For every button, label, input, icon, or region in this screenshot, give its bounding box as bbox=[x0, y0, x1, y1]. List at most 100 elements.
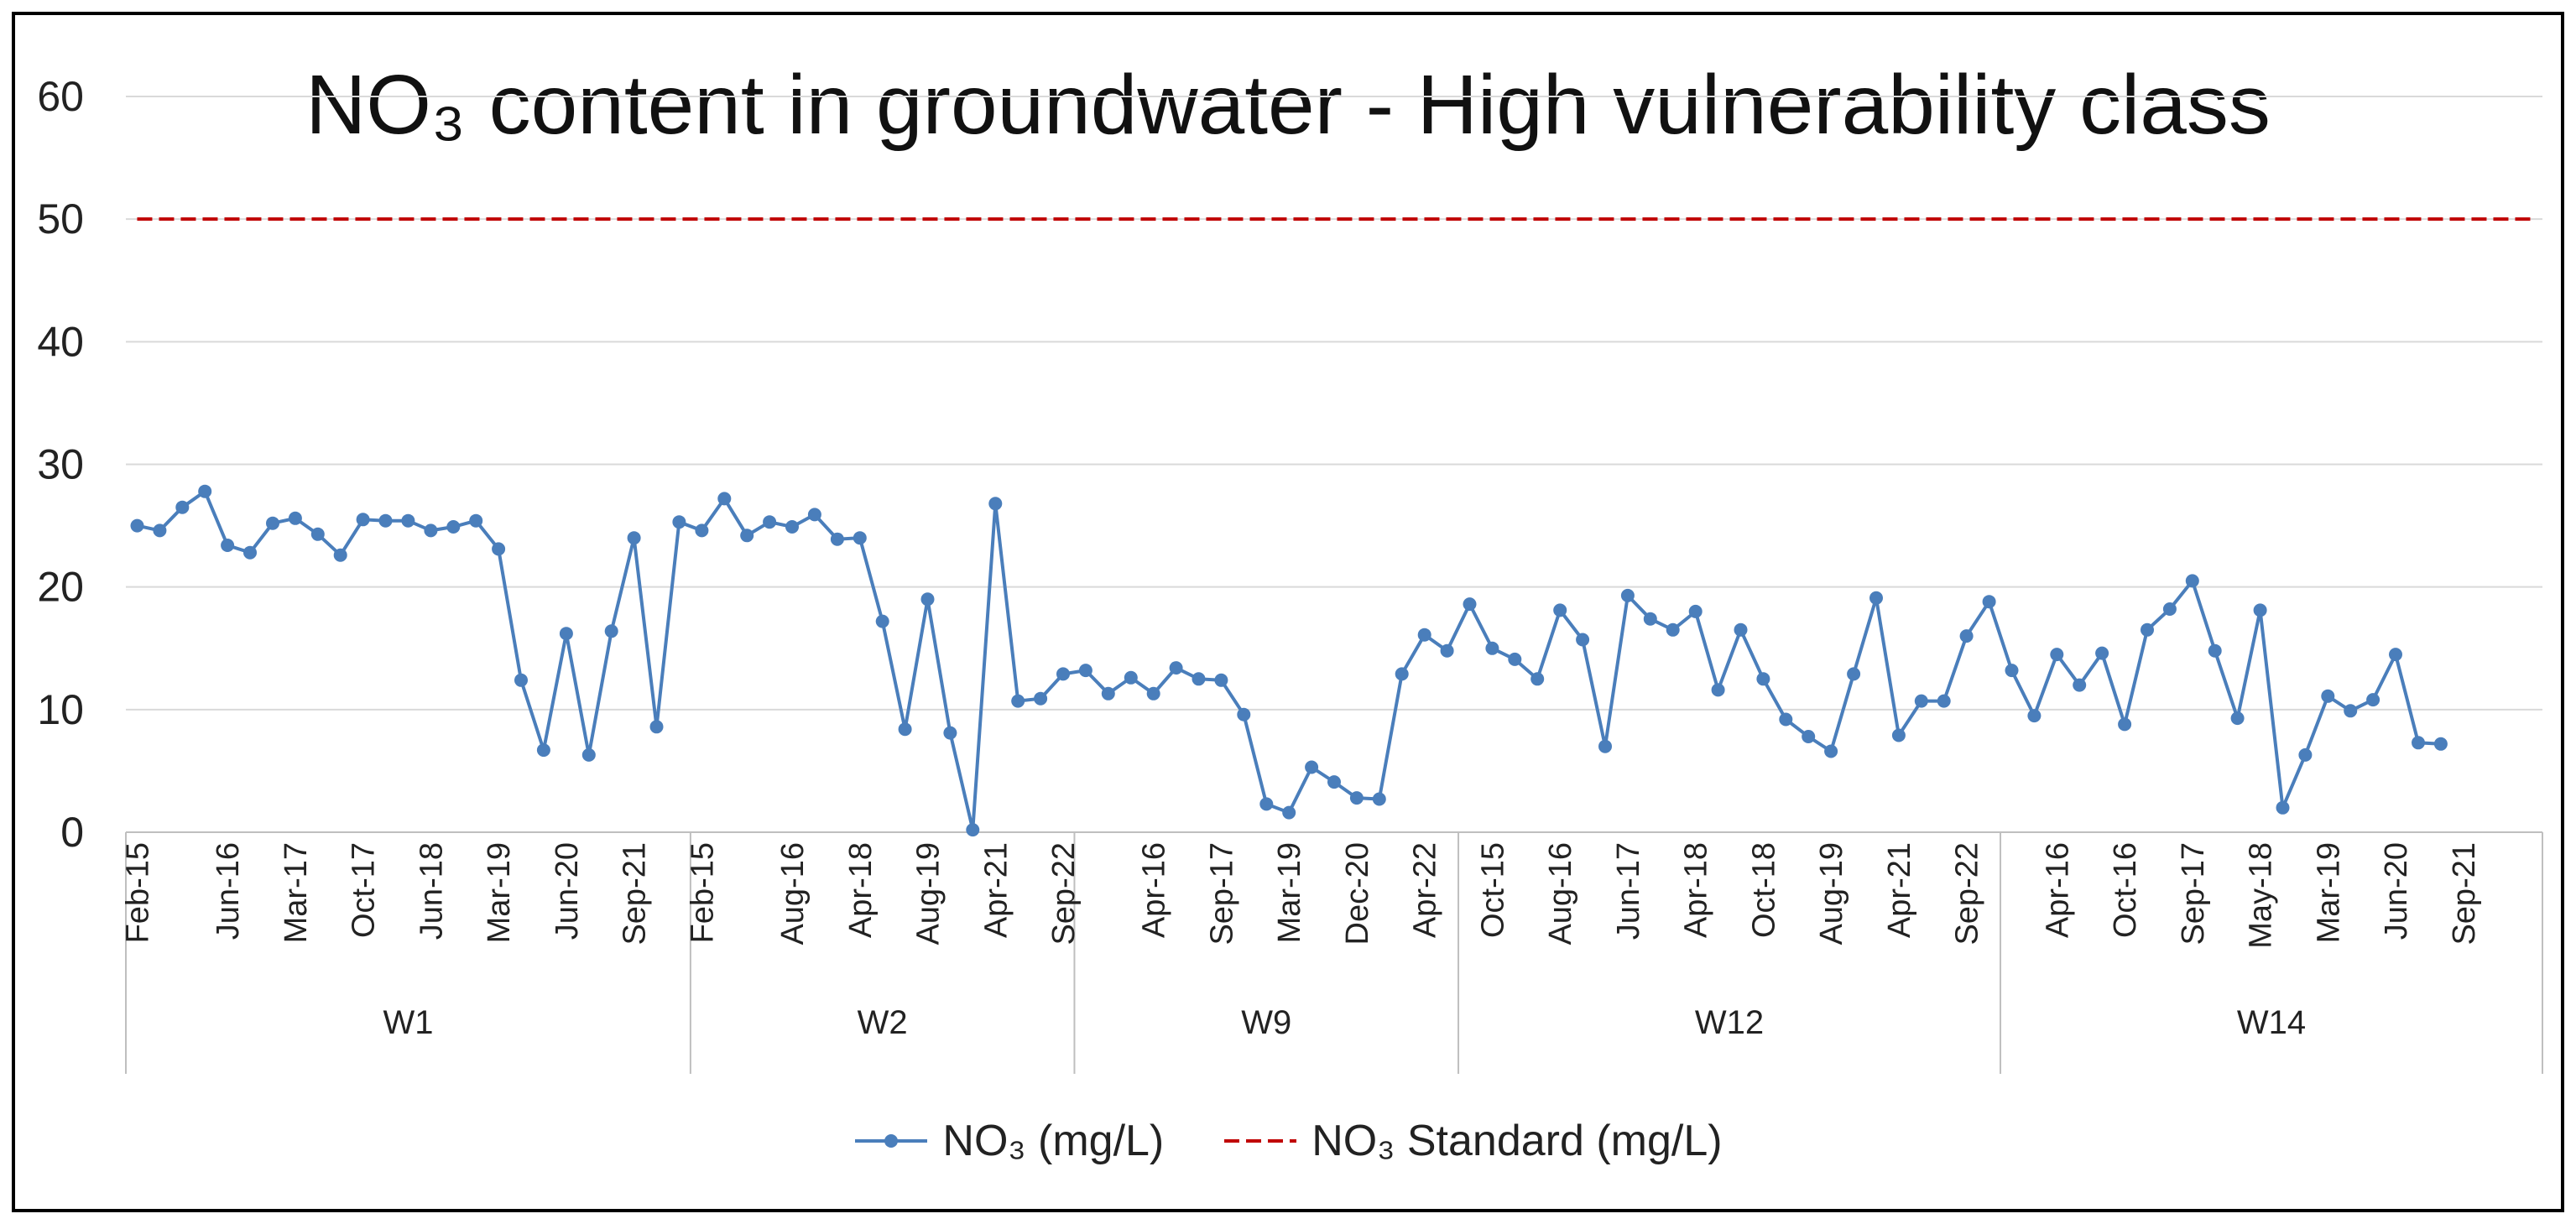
data-point bbox=[1417, 628, 1431, 642]
data-point bbox=[649, 720, 664, 734]
data-point bbox=[333, 548, 347, 562]
x-tick-label: Sep-22 bbox=[1046, 842, 1082, 945]
data-point bbox=[1802, 730, 1816, 743]
data-point bbox=[2185, 574, 2199, 588]
data-point bbox=[221, 539, 235, 552]
legend-no3-marker-icon bbox=[855, 1134, 928, 1148]
x-tick-label: Feb-15 bbox=[685, 842, 720, 943]
legend-no3-label: NO₃ (mg/L) bbox=[942, 1117, 1165, 1165]
chart-title: NO₃ content in groundwater - High vulner… bbox=[305, 58, 2271, 152]
data-point bbox=[1146, 686, 1160, 701]
data-point bbox=[966, 823, 980, 837]
data-point bbox=[627, 531, 641, 545]
y-tick-label: 50 bbox=[37, 195, 84, 242]
x-tick-label: Apr-21 bbox=[1882, 842, 1917, 938]
data-point bbox=[469, 513, 483, 528]
data-point bbox=[1056, 667, 1070, 681]
no3-series bbox=[130, 484, 2448, 837]
data-point bbox=[492, 542, 506, 556]
data-point bbox=[1463, 597, 1477, 612]
data-point bbox=[1237, 707, 1251, 721]
y-tick-label: 20 bbox=[37, 564, 84, 611]
data-point bbox=[2162, 602, 2177, 616]
data-point bbox=[559, 627, 573, 641]
data-point bbox=[2366, 693, 2380, 707]
data-point bbox=[807, 508, 821, 522]
data-point bbox=[2208, 643, 2222, 658]
data-point bbox=[1688, 604, 1703, 618]
data-point bbox=[1305, 760, 1319, 774]
data-point bbox=[1553, 603, 1567, 617]
data-point bbox=[2073, 678, 2087, 692]
data-point bbox=[853, 531, 867, 545]
data-point bbox=[1101, 686, 1115, 701]
data-point bbox=[401, 513, 415, 528]
data-point bbox=[581, 747, 596, 762]
data-point bbox=[1078, 664, 1092, 678]
group-label-w1: W1 bbox=[383, 1004, 433, 1041]
y-tick-label: 60 bbox=[37, 73, 84, 120]
chart-frame bbox=[12, 12, 2564, 1212]
data-point bbox=[1282, 805, 1296, 820]
data-point bbox=[1847, 667, 1861, 681]
data-point bbox=[717, 492, 732, 506]
data-point bbox=[378, 513, 393, 528]
data-point bbox=[243, 545, 257, 560]
data-point bbox=[2433, 737, 2448, 751]
data-point bbox=[446, 520, 461, 534]
x-tick-label: Sep-21 bbox=[618, 842, 653, 945]
x-tick-label: Apr-18 bbox=[843, 842, 879, 938]
y-axis: 0 10 20 30 40 50 60 bbox=[37, 73, 84, 856]
data-point bbox=[536, 743, 550, 758]
group-label-w2: W2 bbox=[858, 1004, 908, 1041]
data-point bbox=[153, 523, 167, 538]
data-point bbox=[310, 527, 325, 541]
data-point bbox=[1508, 652, 1522, 666]
data-point bbox=[1327, 775, 1341, 789]
data-point bbox=[1576, 633, 1590, 647]
data-point bbox=[785, 520, 799, 534]
x-tick-label: Oct-18 bbox=[1746, 842, 1781, 938]
x-tick-label: Oct-17 bbox=[347, 842, 382, 938]
data-point bbox=[1192, 672, 1206, 686]
data-point bbox=[2253, 603, 2267, 617]
x-tick-label: Aug-16 bbox=[775, 842, 811, 945]
x-tick-label: Jun-20 bbox=[2379, 842, 2414, 940]
data-point bbox=[1440, 643, 1454, 658]
data-point bbox=[875, 614, 889, 628]
legend: NO₃ (mg/L) NO₃ Standard (mg/L) bbox=[0, 1116, 2576, 1166]
x-tick-label: Mar-17 bbox=[279, 842, 314, 943]
data-point bbox=[2389, 648, 2402, 662]
data-point bbox=[2276, 800, 2290, 815]
data-point bbox=[1756, 672, 1770, 686]
data-point bbox=[2321, 689, 2335, 703]
data-point bbox=[1937, 694, 1951, 708]
legend-standard-dash-icon bbox=[1224, 1139, 1297, 1143]
x-tick-label: Jun-17 bbox=[1611, 842, 1646, 940]
data-point bbox=[898, 722, 912, 737]
x-tick-label: Apr-18 bbox=[1679, 842, 1714, 938]
y-tick-label: 40 bbox=[37, 318, 84, 365]
data-point bbox=[2298, 747, 2313, 762]
data-point bbox=[1620, 588, 1635, 602]
data-point bbox=[1824, 744, 1838, 758]
data-point bbox=[2118, 717, 2132, 732]
data-point bbox=[1779, 712, 1793, 727]
data-point bbox=[1598, 739, 1612, 753]
data-point bbox=[695, 523, 709, 538]
data-point bbox=[514, 673, 528, 687]
data-point bbox=[130, 518, 144, 533]
x-tick-label: Oct-15 bbox=[1475, 842, 1510, 938]
data-point bbox=[1259, 797, 1274, 811]
data-point bbox=[763, 515, 777, 529]
data-point bbox=[1530, 672, 1545, 686]
data-point bbox=[1869, 591, 1883, 605]
x-tick-label: Sep-21 bbox=[2447, 842, 2482, 945]
x-tick-label: Jun-20 bbox=[550, 842, 585, 940]
x-tick-label: Aug-19 bbox=[1814, 842, 1849, 945]
data-point bbox=[1214, 673, 1228, 687]
data-point bbox=[2095, 646, 2109, 660]
x-tick-label: Jun-16 bbox=[211, 842, 246, 940]
x-tick-label: Aug-19 bbox=[911, 842, 946, 945]
